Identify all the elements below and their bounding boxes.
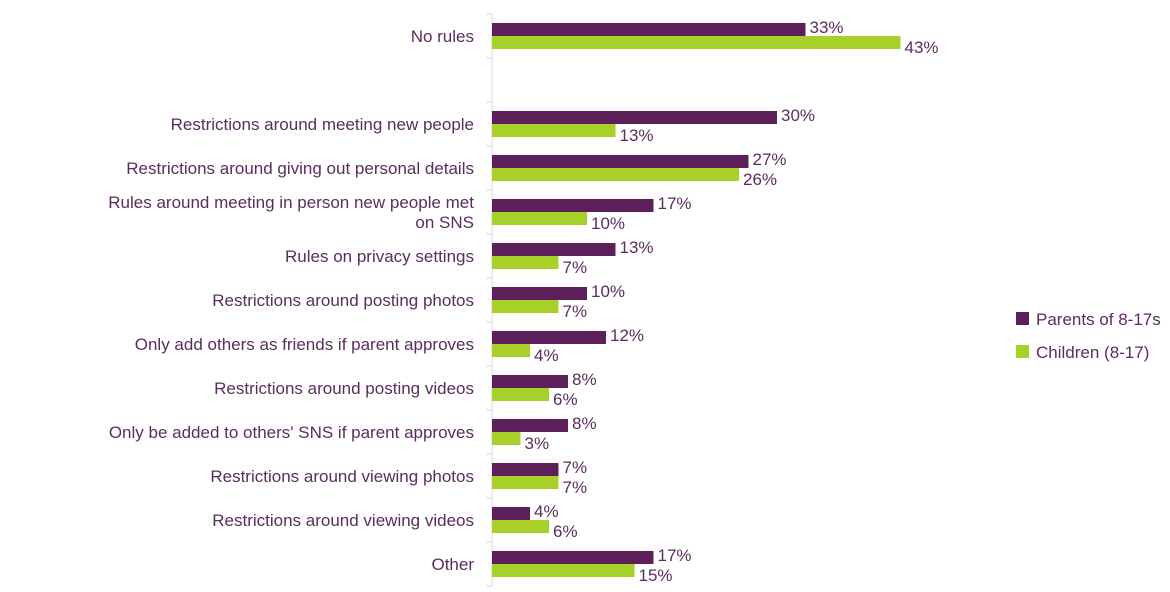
category-label: Only add others as friends if parent app… [135, 335, 474, 354]
data-label-children: 43% [905, 38, 939, 57]
bar-parents [492, 111, 777, 124]
data-label-parents: 10% [591, 282, 625, 301]
data-label-children: 7% [563, 302, 588, 321]
bar-children [492, 256, 559, 269]
bar-parents [492, 375, 568, 388]
legend-swatch-parents [1016, 312, 1029, 325]
data-label-children: 4% [534, 346, 559, 365]
data-label-parents: 27% [753, 150, 787, 169]
data-label-children: 13% [620, 126, 654, 145]
bar-children [492, 124, 616, 137]
category-label: on SNS [415, 213, 474, 232]
data-labels: 33%43%30%13%27%26%17%10%13%7%10%7%12%4%8… [525, 18, 939, 585]
bar-children [492, 36, 901, 49]
bar-children [492, 300, 559, 313]
legend-label-parents: Parents of 8-17s [1036, 310, 1161, 329]
bar-children [492, 520, 549, 533]
bars [492, 23, 901, 577]
bar-parents [492, 199, 654, 212]
bar-children [492, 564, 635, 577]
data-label-parents: 17% [658, 546, 692, 565]
bar-parents [492, 463, 559, 476]
data-label-parents: 30% [781, 106, 815, 125]
bar-parents [492, 155, 749, 168]
data-label-parents: 12% [610, 326, 644, 345]
category-label: Only be added to others' SNS if parent a… [109, 423, 474, 442]
legend-label-children: Children (8-17) [1036, 343, 1149, 362]
data-label-children: 15% [639, 566, 673, 585]
bar-parents [492, 23, 806, 36]
bar-children [492, 212, 587, 225]
data-label-children: 10% [591, 214, 625, 233]
bar-parents [492, 287, 587, 300]
category-label: No rules [411, 27, 474, 46]
bar-parents [492, 419, 568, 432]
legend-swatch-children [1016, 345, 1029, 358]
data-label-children: 7% [563, 258, 588, 277]
data-label-parents: 13% [620, 238, 654, 257]
data-label-parents: 8% [572, 370, 597, 389]
data-label-children: 7% [563, 478, 588, 497]
data-label-parents: 17% [658, 194, 692, 213]
bar-children [492, 168, 739, 181]
bar-children [492, 388, 549, 401]
bar-children [492, 344, 530, 357]
bar-parents [492, 551, 654, 564]
category-label: Rules on privacy settings [285, 247, 474, 266]
category-label: Other [431, 555, 474, 574]
bar-parents [492, 243, 616, 256]
data-label-children: 6% [553, 522, 578, 541]
data-label-parents: 33% [810, 18, 844, 37]
category-label: Restrictions around posting videos [214, 379, 474, 398]
data-label-parents: 4% [534, 502, 559, 521]
category-label: Restrictions around viewing photos [210, 467, 474, 486]
legend: Parents of 8-17s Children (8-17) [1016, 310, 1161, 362]
category-axis [486, 13, 493, 587]
data-label-children: 26% [743, 170, 777, 189]
bar-parents [492, 331, 606, 344]
data-label-children: 6% [553, 390, 578, 409]
bar-children [492, 432, 521, 445]
category-label: Restrictions around giving out personal … [126, 159, 474, 178]
data-label-children: 3% [525, 434, 550, 453]
category-label: Restrictions around viewing videos [212, 511, 474, 530]
data-label-parents: 7% [563, 458, 588, 477]
category-label: Restrictions around meeting new people [171, 115, 474, 134]
bar-children [492, 476, 559, 489]
data-label-parents: 8% [572, 414, 597, 433]
category-label: Restrictions around posting photos [212, 291, 474, 310]
category-label: Rules around meeting in person new peopl… [108, 193, 474, 212]
category-labels: No rules Restrictions around meeting new … [108, 27, 474, 574]
bar-parents [492, 507, 530, 520]
